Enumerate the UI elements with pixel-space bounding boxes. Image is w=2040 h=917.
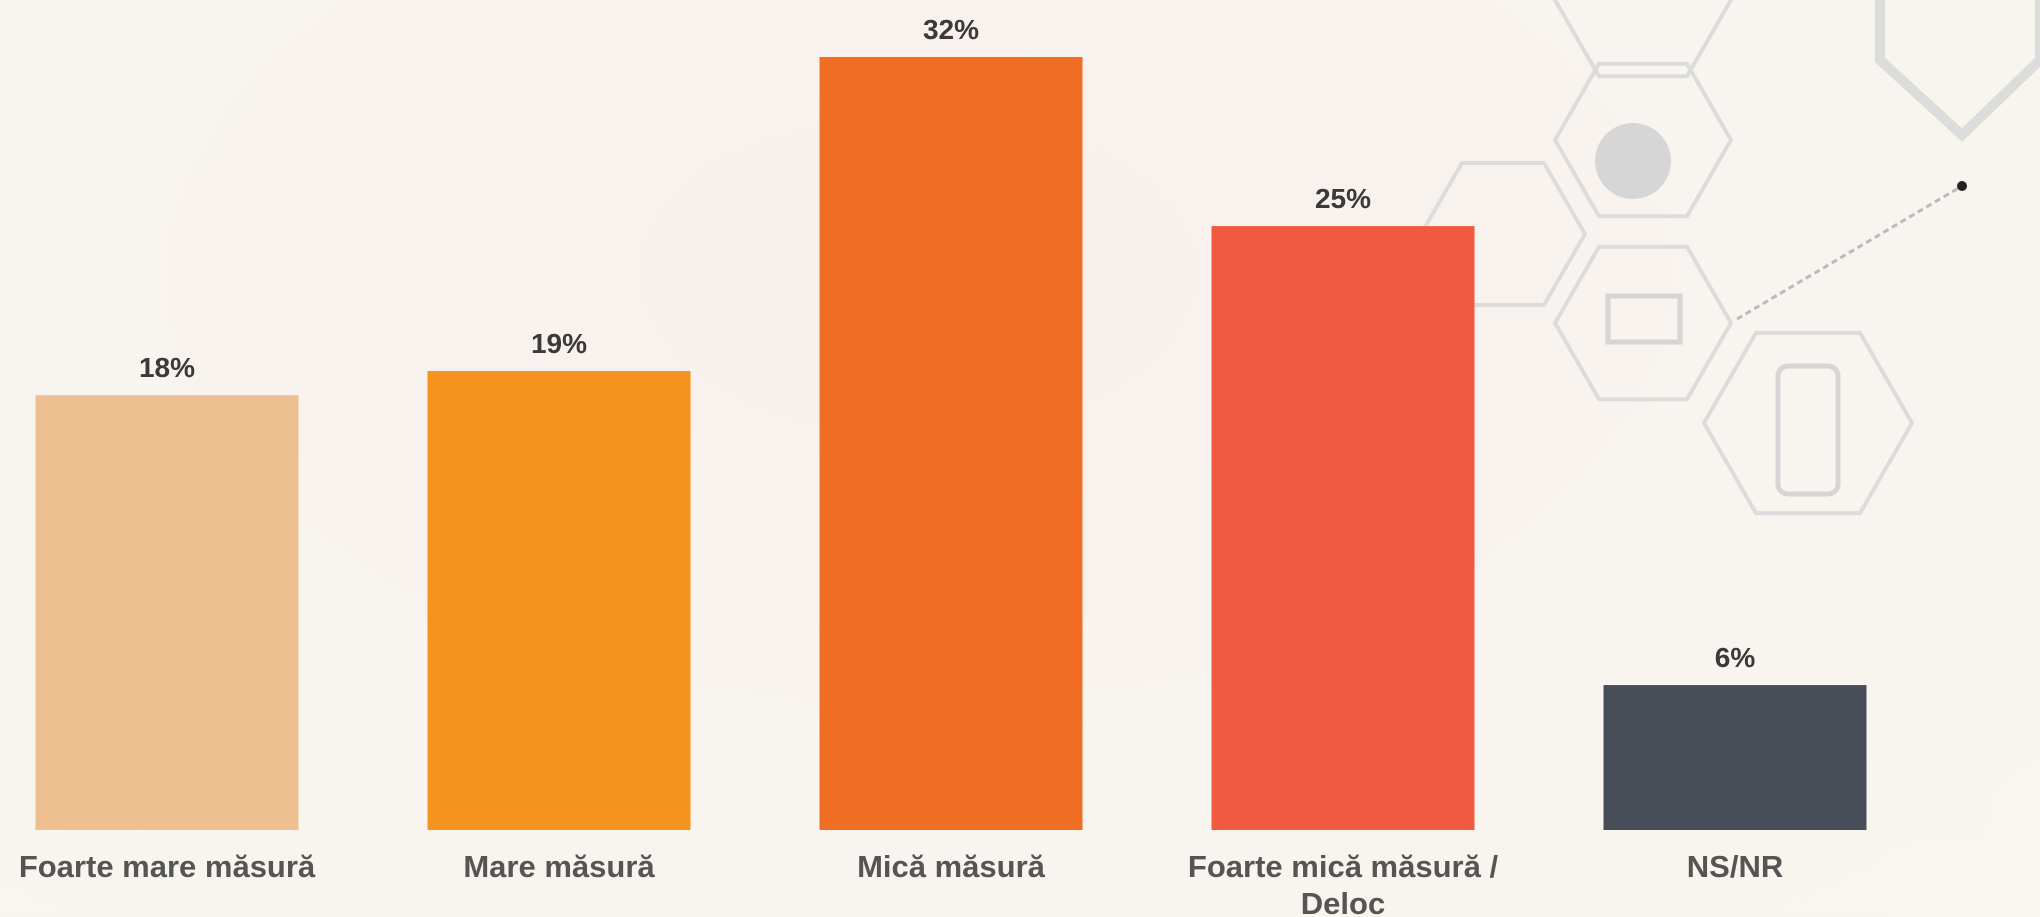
decor-globe bbox=[1595, 123, 1671, 199]
x-tick-label: NS/NR bbox=[1545, 848, 1925, 885]
decor-shield bbox=[1880, 0, 2040, 135]
value-label: 19% bbox=[531, 328, 587, 359]
x-tick-label: Mare măsură bbox=[369, 848, 749, 885]
decor-hexagon bbox=[1555, 247, 1731, 399]
value-label: 18% bbox=[139, 352, 195, 383]
value-label: 25% bbox=[1315, 183, 1371, 214]
decor-phone bbox=[1778, 366, 1838, 494]
x-tick-label: Foarte mare măsură bbox=[0, 848, 357, 885]
bar bbox=[428, 371, 691, 830]
bar bbox=[1212, 226, 1475, 830]
decor-dotted-line bbox=[1737, 186, 1962, 319]
x-tick-label: Mică măsură bbox=[761, 848, 1141, 885]
chart: 18% 19% 32% 25% 6% bbox=[0, 0, 2040, 917]
decor-dot bbox=[1957, 181, 1967, 191]
value-label: 6% bbox=[1715, 642, 1756, 673]
decor-hexagon bbox=[1704, 333, 1912, 513]
bar bbox=[820, 57, 1083, 830]
page: 18%19%32%25%6% (() => { const data = JSO… bbox=[0, 0, 2040, 917]
bar bbox=[36, 395, 299, 830]
x-tick-label: Foarte mică măsură / Deloc bbox=[1153, 848, 1533, 917]
decor-laptop bbox=[1608, 296, 1680, 342]
value-label: 32% bbox=[923, 14, 979, 45]
bar bbox=[1604, 685, 1867, 830]
